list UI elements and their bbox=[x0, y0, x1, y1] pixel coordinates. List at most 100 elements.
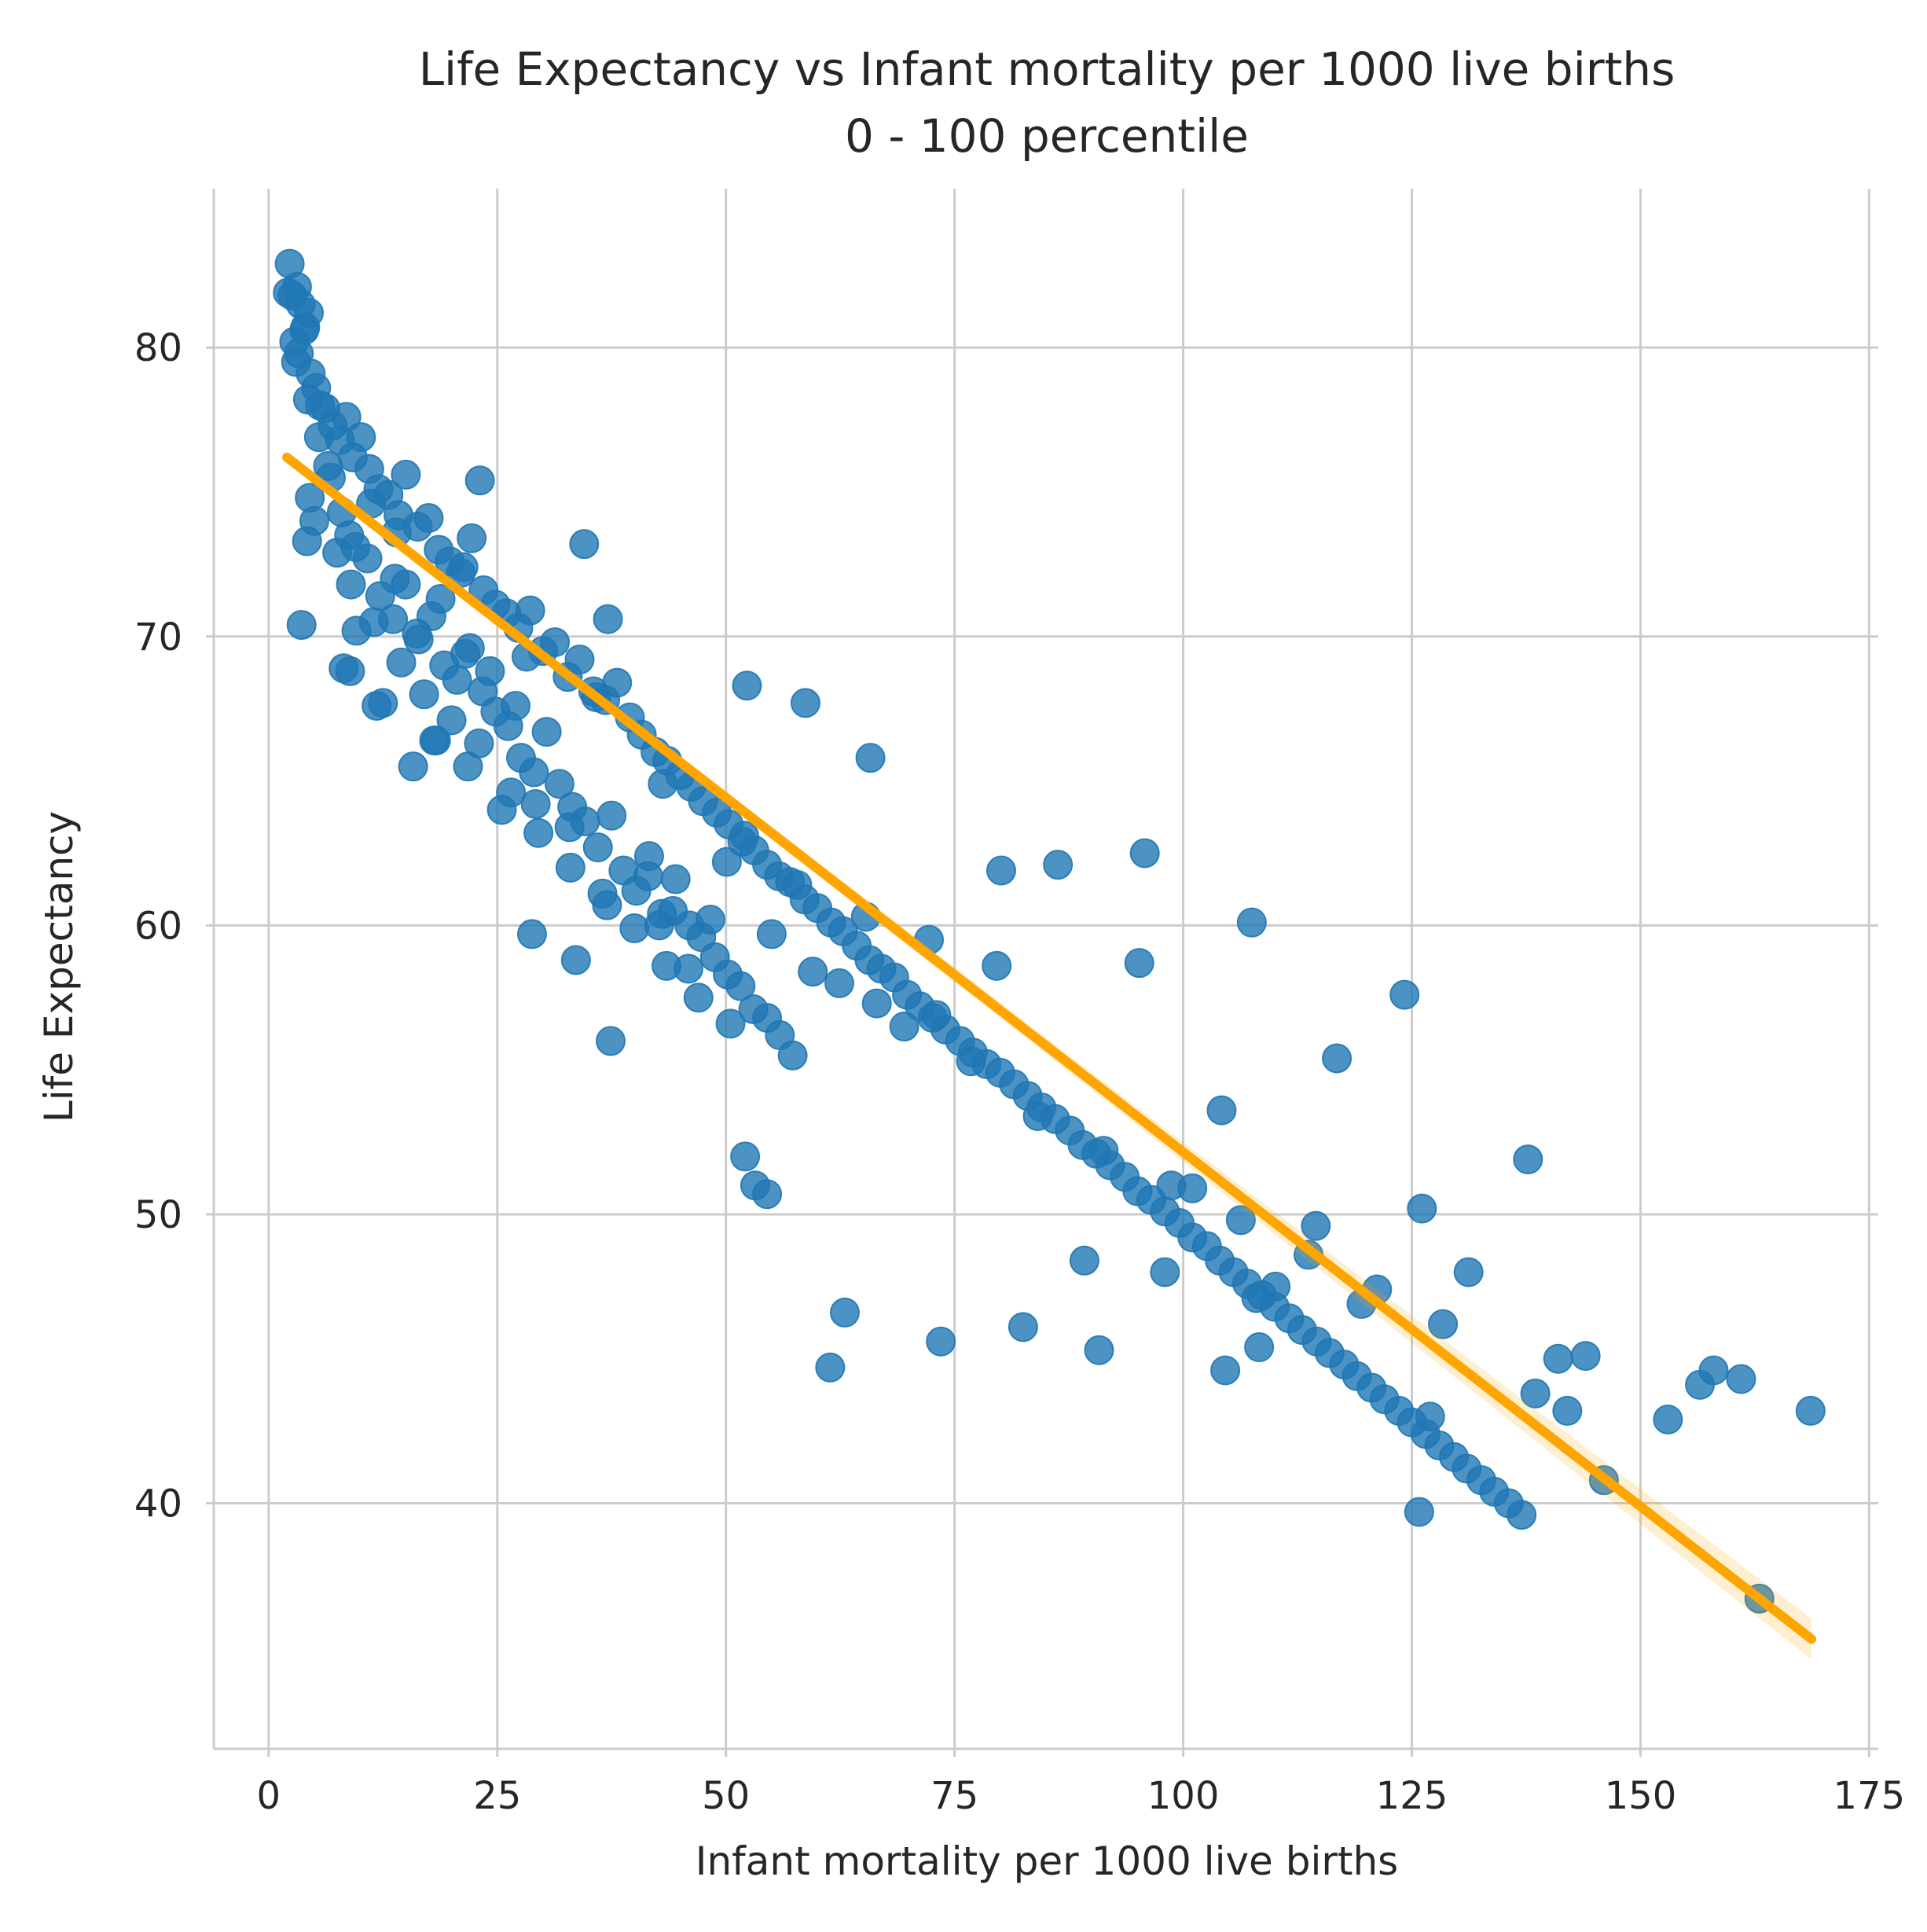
y-axis-label: Life Expectancy bbox=[36, 811, 82, 1122]
scatter-point bbox=[1244, 1332, 1275, 1363]
scatter-point bbox=[790, 688, 820, 718]
scatter-point bbox=[391, 459, 421, 490]
scatter-point bbox=[1726, 1364, 1756, 1394]
scatter-point bbox=[362, 690, 392, 721]
scatter-point bbox=[331, 402, 362, 432]
x-axis-label: Infant mortality per 1000 live births bbox=[696, 1838, 1398, 1884]
data-points bbox=[273, 248, 1826, 1614]
scatter-point bbox=[560, 945, 591, 975]
scatter-point bbox=[1022, 1100, 1053, 1131]
scatter-point bbox=[313, 450, 343, 481]
scatter-point bbox=[523, 817, 554, 848]
scatter-point bbox=[1241, 1283, 1272, 1313]
scatter-point bbox=[715, 1008, 746, 1039]
scatter-point bbox=[555, 852, 585, 883]
scatter-point bbox=[281, 347, 311, 377]
scatter-point bbox=[815, 1352, 846, 1383]
scatter-point bbox=[564, 645, 595, 675]
scatter-point bbox=[1129, 838, 1160, 869]
scatter-point bbox=[619, 913, 650, 944]
scatter-point bbox=[829, 1297, 860, 1328]
scatter-point bbox=[540, 627, 571, 658]
scatter-point bbox=[602, 667, 633, 698]
scatter-point bbox=[695, 905, 725, 935]
scatter-point bbox=[292, 384, 323, 415]
scatter-point bbox=[683, 983, 714, 1013]
scatter-point bbox=[1210, 1355, 1241, 1386]
scatter-point bbox=[442, 664, 472, 695]
scatter-point bbox=[544, 769, 574, 799]
scatter-point bbox=[730, 1141, 761, 1172]
scatter-point bbox=[673, 953, 703, 984]
scatter-point bbox=[648, 769, 678, 799]
scatter-point bbox=[1404, 1497, 1434, 1527]
scatter-point bbox=[273, 277, 303, 308]
scatter-point bbox=[1301, 1210, 1331, 1241]
scatter-point bbox=[409, 679, 439, 710]
scatter-point bbox=[519, 757, 549, 788]
scatter-point bbox=[334, 520, 365, 551]
x-tick-label: 150 bbox=[1605, 1774, 1677, 1818]
scatter-point bbox=[660, 864, 691, 894]
scatter-point bbox=[1225, 1205, 1256, 1236]
scatter-point bbox=[286, 610, 317, 641]
grid-lines bbox=[214, 189, 1878, 1749]
chart-title: Life Expectancy vs Infant mortality per … bbox=[419, 42, 1676, 96]
scatter-point bbox=[1520, 1378, 1551, 1409]
scatter-point bbox=[569, 529, 600, 560]
scatter-point bbox=[516, 919, 547, 949]
scatter-point bbox=[889, 1012, 919, 1042]
scatter-point bbox=[855, 743, 886, 773]
scatter-point bbox=[1543, 1343, 1573, 1374]
y-tick-label: 80 bbox=[134, 326, 182, 370]
scatter-point bbox=[341, 615, 372, 646]
scatter-point bbox=[1150, 1257, 1180, 1287]
scatter-point bbox=[982, 950, 1012, 981]
scatter-point bbox=[346, 422, 376, 453]
scatter-point bbox=[752, 1179, 783, 1210]
scatter-point bbox=[1177, 1173, 1208, 1203]
scatter-point bbox=[956, 1046, 986, 1077]
scatter-point bbox=[732, 670, 762, 701]
scatter-point bbox=[464, 465, 495, 496]
scatter-point bbox=[729, 821, 759, 851]
scatter-point bbox=[329, 653, 359, 684]
scatter-point bbox=[380, 564, 410, 594]
scatter-point bbox=[457, 523, 487, 553]
scatter-point bbox=[386, 647, 417, 678]
scatter-point bbox=[292, 526, 322, 556]
scatter-point bbox=[1513, 1144, 1543, 1175]
scatter-point bbox=[582, 832, 613, 863]
scatter-point bbox=[289, 315, 320, 346]
scatter-point bbox=[596, 800, 627, 831]
scatter-point bbox=[633, 861, 663, 891]
scatter-point bbox=[1124, 948, 1154, 979]
scatter-point bbox=[420, 725, 451, 756]
scatter-point bbox=[1428, 1309, 1459, 1339]
regression-fit bbox=[282, 452, 1817, 1660]
y-tick-label: 70 bbox=[134, 615, 182, 659]
scatter-point bbox=[1008, 1312, 1038, 1342]
x-tick-label: 75 bbox=[930, 1774, 978, 1818]
y-tick-label: 50 bbox=[134, 1193, 182, 1237]
scatter-point bbox=[824, 968, 854, 998]
scatter-point bbox=[402, 619, 432, 649]
scatter-point bbox=[756, 919, 787, 949]
scatter-point bbox=[1570, 1341, 1601, 1372]
scatter-point bbox=[336, 569, 366, 600]
scatter-point bbox=[1069, 1245, 1099, 1276]
scatter-point bbox=[777, 1040, 808, 1071]
scatter-point bbox=[303, 422, 334, 453]
x-tick-label: 0 bbox=[257, 1774, 281, 1818]
scatter-point bbox=[1389, 979, 1420, 1010]
scatter-point bbox=[1453, 1257, 1484, 1287]
scatter-point bbox=[593, 604, 623, 634]
scatter-point bbox=[644, 910, 674, 941]
scatter-point bbox=[531, 717, 562, 747]
scatter-point bbox=[475, 656, 505, 686]
scatter-point bbox=[1507, 1500, 1537, 1530]
axis-ticks: 0 25 50 75 100 125 150 175 40 50 60 70 80 bbox=[134, 326, 1905, 1818]
regression-line bbox=[282, 452, 1817, 1644]
scatter-point bbox=[798, 957, 828, 987]
scatter-point bbox=[450, 638, 481, 669]
